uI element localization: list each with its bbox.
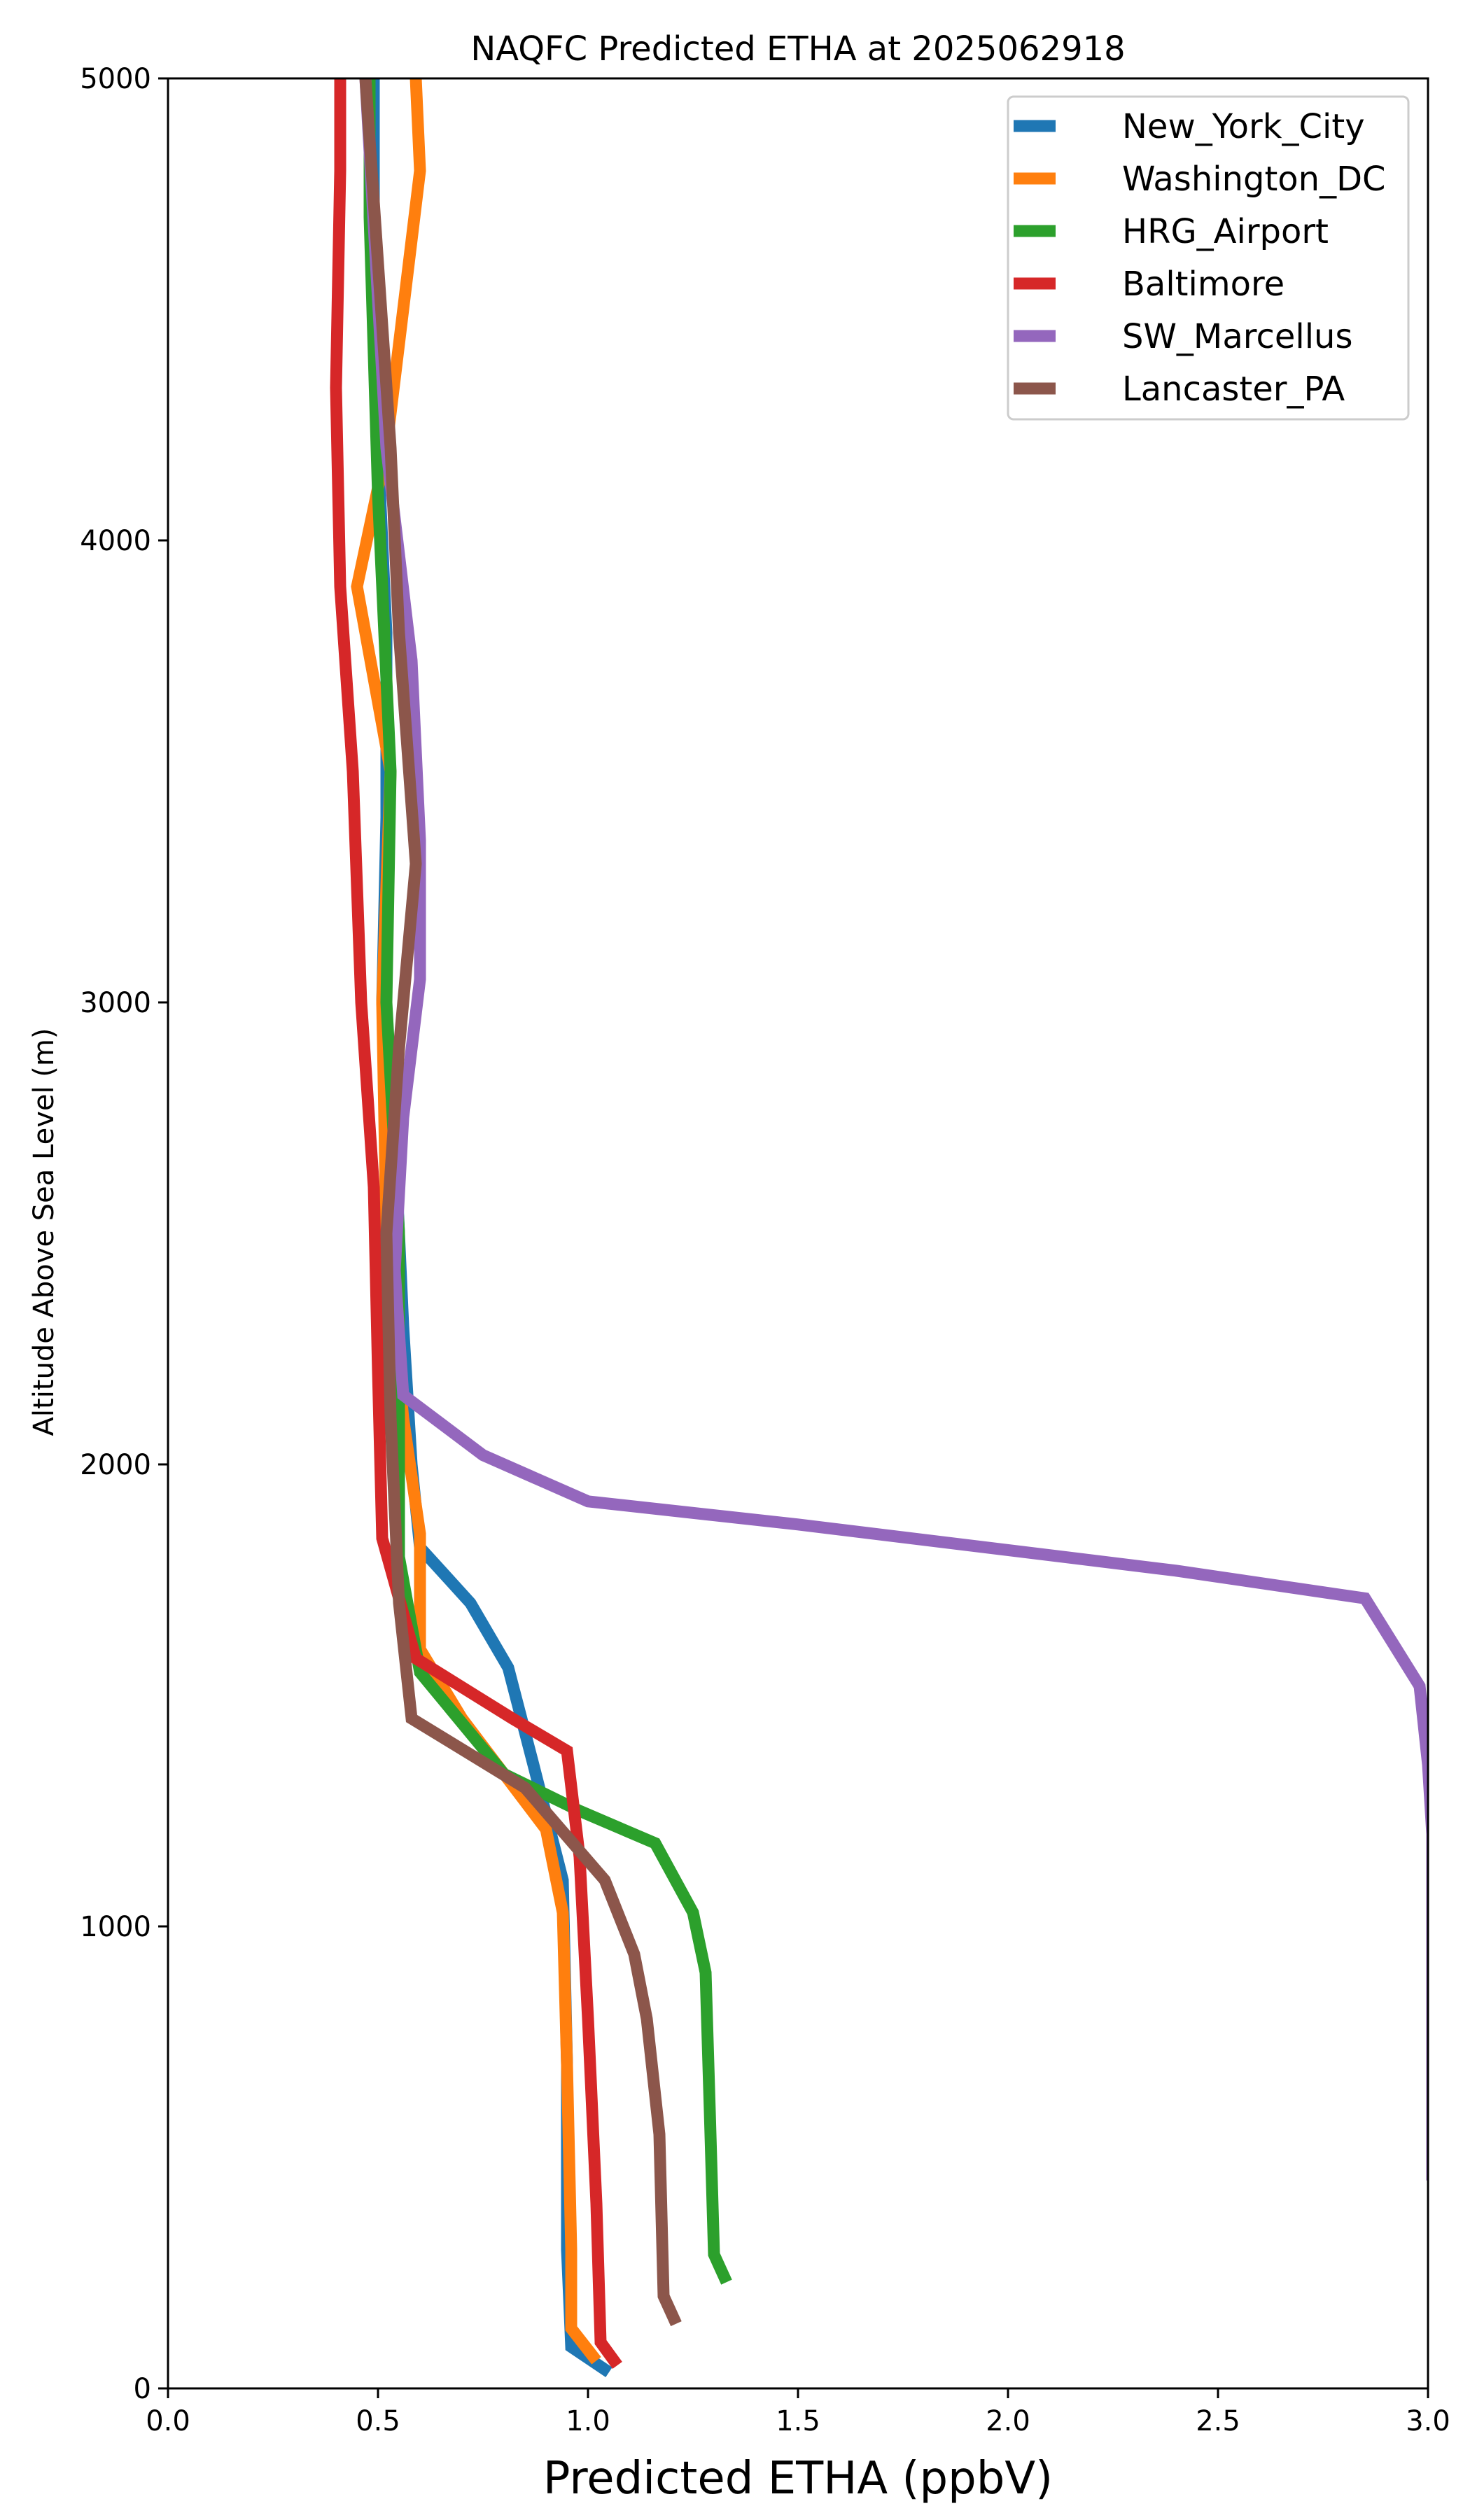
x-axis-label: Predicted ETHA (ppbV) [543,2453,1053,2505]
y-tick-label: 5000 [80,63,151,95]
legend-label: Lancaster_PA [1122,370,1345,409]
y-tick-label: 1000 [80,1911,151,1943]
legend-entry: Lancaster_PA [1014,370,1345,409]
legend-label: HRG_Airport [1122,212,1329,251]
legend-entry: Washington_DC [1014,160,1386,199]
legend-label: Washington_DC [1122,160,1386,199]
x-tick-label: 1.0 [566,2405,610,2437]
plot-frame [167,77,1429,2390]
legend-entry: New_York_City [1014,107,1365,146]
x-axis-ticks: 0.0 0.5 1.0 1.5 2.0 2.5 3.0 [146,2388,1450,2437]
y-axis-label: Altitude Above Sea Level (m) [28,1028,60,1436]
x-tick-label: 2.5 [1196,2405,1240,2437]
series-line-hrg-airport [363,78,732,2285]
series-line-baltimore [330,78,622,2369]
legend: New_York_City Washington_DC HRG_Airport Bal… [1007,95,1410,421]
legend-entry: SW_Marcellus [1014,317,1352,356]
y-axis-ticks: 0 1000 2000 3000 4000 5000 [80,63,168,2405]
series-line-washington-dc [351,78,601,2365]
legend-label: Baltimore [1122,265,1284,304]
legend-label: New_York_City [1122,107,1365,146]
legend-entry: HRG_Airport [1014,212,1329,251]
y-tick-label: 4000 [80,525,151,557]
y-tick-label: 3000 [80,987,151,1019]
legend-entry: Baltimore [1014,265,1284,304]
legend-label: SW_Marcellus [1122,317,1352,356]
x-tick-label: 2.0 [986,2405,1030,2437]
series-lines [330,78,1428,2377]
x-tick-label: 3.0 [1406,2405,1450,2437]
series-line-lancaster-pa [359,78,682,2327]
chart-title: NAQFC Predicted ETHA at 2025062918 [470,29,1125,69]
x-tick-label: 1.5 [776,2405,820,2437]
legend-box [1007,95,1410,421]
x-tick-label: 0.5 [356,2405,400,2437]
x-tick-label: 0.0 [146,2405,190,2437]
series-line-sw-marcellus [359,78,1428,2180]
y-tick-label: 0 [134,2373,151,2405]
y-tick-label: 2000 [80,1449,151,1481]
